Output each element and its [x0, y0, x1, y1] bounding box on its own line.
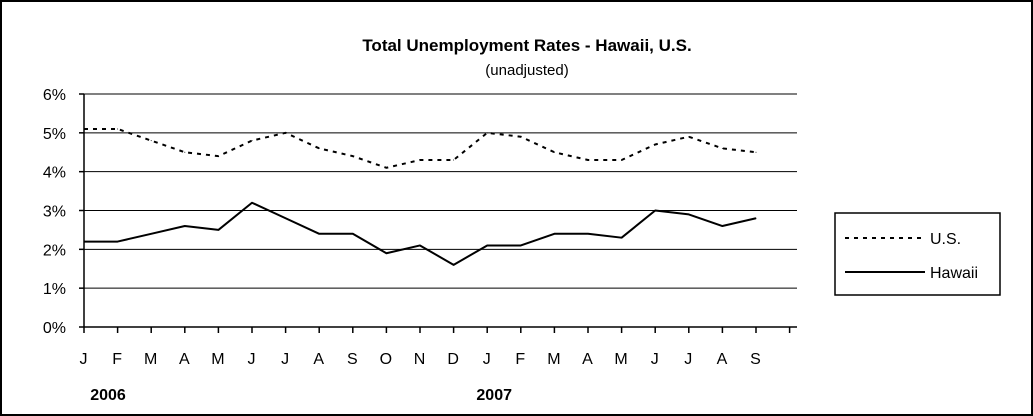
- data-point-hawaii: [117, 241, 119, 243]
- data-point-us: [654, 143, 656, 145]
- data-point-us: [385, 167, 387, 169]
- x-tick-label: M: [614, 351, 627, 368]
- data-point-us: [352, 155, 354, 157]
- data-point-hawaii: [419, 244, 421, 246]
- data-point-hawaii: [352, 233, 354, 235]
- year-labels: 2006 2007: [90, 387, 512, 404]
- x-tick-label: S: [750, 351, 761, 368]
- x-tick-label: A: [313, 351, 324, 368]
- legend-label: Hawaii: [930, 265, 978, 282]
- year-label: 2007: [476, 387, 512, 404]
- data-point-hawaii: [385, 252, 387, 254]
- data-point-us: [184, 151, 186, 153]
- data-point-hawaii: [755, 217, 757, 219]
- y-tick-labels: 0% 1% 2% 3% 4% 5% 6%: [43, 87, 66, 337]
- y-tick-label: 1%: [43, 281, 66, 298]
- data-point-us: [621, 159, 623, 161]
- data-point-us: [688, 136, 690, 138]
- data-point-us: [318, 147, 320, 149]
- data-point-us: [150, 140, 152, 142]
- data-point-hawaii: [721, 225, 723, 227]
- data-point-hawaii: [318, 233, 320, 235]
- x-tick-label: J: [80, 351, 88, 368]
- data-point-hawaii: [453, 264, 455, 266]
- legend-label: U.S.: [930, 231, 961, 248]
- data-point-us: [486, 132, 488, 134]
- year-label: 2006: [90, 387, 126, 404]
- data-point-hawaii: [486, 244, 488, 246]
- x-tick-label: M: [211, 351, 224, 368]
- x-tick-label: M: [547, 351, 560, 368]
- legend-box: [834, 212, 1001, 296]
- data-point-us: [117, 128, 119, 130]
- data-point-hawaii: [587, 233, 589, 235]
- chart-subtitle: (unadjusted): [485, 62, 568, 79]
- x-tick-label: S: [347, 351, 358, 368]
- y-tick-label: 2%: [43, 242, 66, 259]
- data-point-hawaii: [654, 210, 656, 211]
- data-point-hawaii: [217, 229, 219, 231]
- x-tick-label: A: [717, 351, 728, 368]
- data-point-us: [453, 159, 455, 161]
- x-tick-label: J: [281, 351, 289, 368]
- data-point-us: [419, 159, 421, 161]
- x-tick-label: A: [179, 351, 190, 368]
- chart-title: Total Unemployment Rates - Hawaii, U.S.: [362, 36, 691, 55]
- data-point-us: [755, 151, 757, 153]
- y-tick-label: 6%: [43, 87, 66, 104]
- data-point-hawaii: [621, 237, 623, 239]
- y-tick-label: 3%: [43, 204, 66, 221]
- y-tick-label: 5%: [43, 126, 66, 143]
- x-tick-label: F: [515, 351, 525, 368]
- series-lines: [83, 127, 757, 266]
- x-tick-label: N: [414, 351, 426, 368]
- data-point-us: [553, 151, 555, 153]
- data-point-us: [587, 159, 589, 161]
- data-point-us: [251, 140, 253, 142]
- y-tick-label: 4%: [43, 165, 66, 182]
- legend: U.S. Hawaii: [834, 212, 1001, 296]
- data-point-us: [721, 147, 723, 149]
- data-point-us: [217, 155, 219, 157]
- x-tick-label: J: [248, 351, 256, 368]
- data-point-us: [83, 128, 85, 130]
- x-tick-label: J: [684, 351, 692, 368]
- data-point-hawaii: [520, 244, 522, 246]
- x-tick-label: A: [582, 351, 593, 368]
- y-tick-label: 0%: [43, 320, 66, 337]
- axes: [79, 93, 797, 333]
- x-tick-label: M: [144, 351, 157, 368]
- x-tick-label: D: [447, 351, 459, 368]
- x-tick-label: J: [651, 351, 659, 368]
- data-point-hawaii: [553, 233, 555, 235]
- data-point-hawaii: [184, 225, 186, 227]
- gridlines: [84, 93, 797, 289]
- data-point-us: [520, 136, 522, 138]
- data-point-hawaii: [150, 233, 152, 235]
- data-point-hawaii: [688, 213, 690, 215]
- x-tick-label: O: [380, 351, 392, 368]
- data-point-hawaii: [83, 241, 85, 243]
- data-point-us: [285, 132, 287, 134]
- data-point-hawaii: [251, 202, 253, 204]
- data-point-hawaii: [285, 217, 287, 219]
- x-tick-label: F: [112, 351, 122, 368]
- x-tick-label: J: [483, 351, 491, 368]
